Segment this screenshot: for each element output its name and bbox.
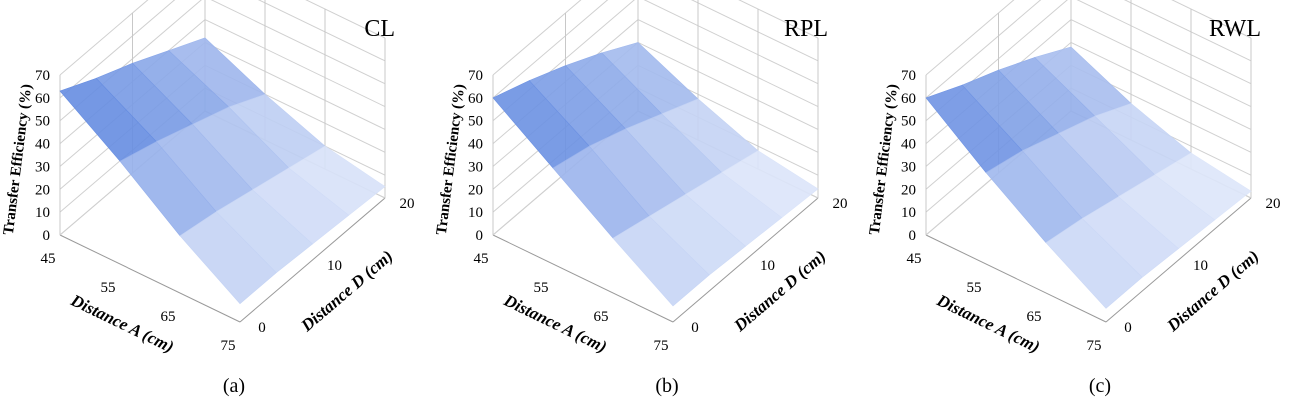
z-tick-label: 10 — [35, 205, 50, 221]
surface-cell — [612, 215, 710, 307]
z-tick-label: 40 — [35, 137, 50, 153]
x-tick-label: 65 — [1027, 309, 1042, 325]
z-tick-label: 70 — [468, 68, 483, 84]
z-tick-label: 30 — [35, 159, 50, 175]
caption: (a) — [223, 375, 245, 397]
z-tick-label: 0 — [909, 228, 917, 244]
y-tick-label: 10 — [1193, 258, 1208, 274]
x-tick-label: 75 — [1087, 338, 1102, 354]
z-tick-label: 50 — [901, 114, 916, 130]
x-tick-label: 75 — [221, 338, 236, 354]
x-tick-label: 65 — [161, 309, 176, 325]
panel-title: RWL — [1209, 16, 1261, 42]
floor-edge — [1105, 197, 1252, 323]
z-tick-label: 50 — [35, 114, 50, 130]
z-tick-label: 0 — [476, 228, 484, 244]
y-axis-label: Distance D (cm) — [730, 246, 830, 335]
x-tick-label: 65 — [594, 309, 609, 325]
z-axis-label: Transfer Efficiency (%) — [434, 83, 468, 236]
surface-cell — [179, 211, 277, 305]
x-tick-label: 45 — [41, 251, 56, 267]
z-axis-label: Transfer Efficiency (%) — [867, 83, 901, 236]
y-tick-label: 10 — [327, 258, 342, 274]
caption: (c) — [1089, 375, 1111, 397]
surface-cell — [1045, 218, 1143, 309]
x-tick-label: 55 — [101, 280, 116, 296]
y-tick-label: 0 — [1124, 320, 1132, 336]
z-axis-label: Transfer Efficiency (%) — [1, 83, 35, 236]
z-tick-label: 60 — [35, 91, 50, 107]
panel-title: CL — [364, 16, 395, 42]
z-tick-label: 0 — [43, 228, 51, 244]
caption: (b) — [655, 375, 678, 397]
y-tick-label: 20 — [833, 196, 848, 212]
z-tick-label: 20 — [468, 182, 483, 198]
panel-title: RPL — [784, 16, 828, 42]
z-tick-label: 70 — [901, 68, 916, 84]
z-tick-label: 10 — [901, 205, 916, 221]
y-tick-label: 10 — [760, 258, 775, 274]
z-tick-label: 20 — [35, 182, 50, 198]
x-tick-label: 55 — [967, 280, 982, 296]
y-axis-label: Distance D (cm) — [1163, 246, 1263, 335]
x-tick-label: 75 — [654, 338, 669, 354]
floor-edge — [239, 197, 386, 323]
y-tick-label: 20 — [1266, 196, 1281, 212]
floor-edge — [59, 234, 241, 323]
z-tick-label: 20 — [901, 182, 916, 198]
x-tick-label: 55 — [534, 280, 549, 296]
z-tick-label: 50 — [468, 114, 483, 130]
z-tick-label: 60 — [468, 91, 483, 107]
x-tick-label: 45 — [907, 251, 922, 267]
z-tick-label: 40 — [468, 137, 483, 153]
y-tick-label: 0 — [258, 320, 266, 336]
x-tick-label: 45 — [474, 251, 489, 267]
z-tick-label: 30 — [901, 159, 916, 175]
floor-edge — [492, 234, 674, 323]
z-tick-label: 30 — [468, 159, 483, 175]
z-tick-label: 60 — [901, 91, 916, 107]
z-tick-label: 10 — [468, 205, 483, 221]
y-tick-label: 0 — [691, 320, 699, 336]
floor-edge — [925, 234, 1107, 323]
y-tick-label: 20 — [400, 196, 415, 212]
z-tick-label: 70 — [35, 68, 50, 84]
z-tick-label: 40 — [901, 137, 916, 153]
y-axis-label: Distance D (cm) — [297, 246, 397, 335]
floor-edge — [672, 197, 819, 323]
